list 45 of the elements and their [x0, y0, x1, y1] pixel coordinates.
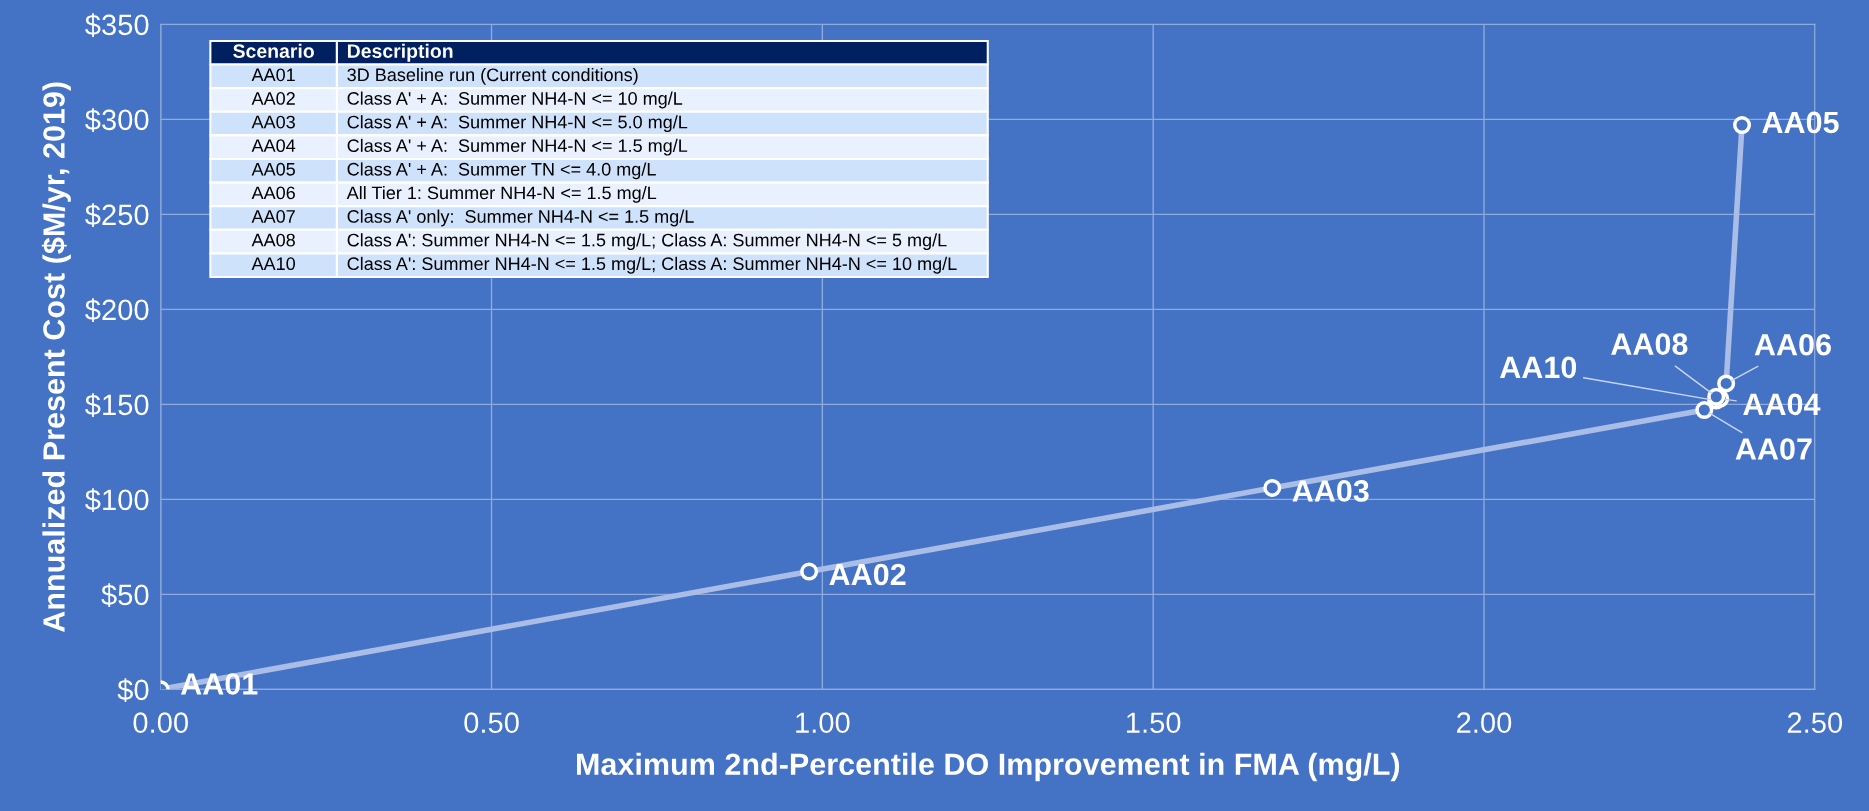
- annotation: Class A': Summer NH4-N <= 1.5 mg/L; Class A: Summer NH4-N <= 10 mg/L: [347, 256, 957, 274]
- x-axis-title: Maximum 2nd-Percentile DO Improvement in FMA (mg/L): [577, 752, 1400, 782]
- annotation: AA10: [1499, 356, 1577, 379]
- annotation: AA08: [251, 233, 295, 247]
- y-tick-label: $350: [85, 13, 149, 37]
- annotation: AA02: [251, 92, 295, 105]
- x-tick-label: 0.50: [464, 712, 519, 733]
- annotation: Description: [347, 43, 453, 62]
- annotation: Class A': Summer NH4-N <= 1.5 mg/L; Class A: Summer NH4-N <= 5 mg/L: [347, 233, 947, 251]
- annotation: AA03: [1292, 480, 1369, 502]
- annotation: All Tier 1: Summer NH4-N <= 1.5 mg/L: [346, 185, 657, 203]
- annotation: Class A' + A: Summer TN <= 4.0 mg/L: [347, 162, 656, 180]
- annotation: Class A' + A: Summer NH4-N <= 1.5 mg/L: [347, 138, 688, 156]
- annotation: AA06: [251, 186, 295, 200]
- x-tick-label: 2.50: [1787, 712, 1843, 733]
- annotation: AA02: [829, 563, 906, 586]
- annotation: AA03: [251, 115, 295, 129]
- annotation: AA07: [1735, 438, 1812, 460]
- y-tick-label: $50: [101, 583, 149, 607]
- annotation: AA01: [251, 68, 295, 82]
- annotation: AA04: [251, 139, 296, 153]
- y-tick-label: $150: [85, 393, 149, 417]
- y-axis-title: Annualized Present Cost ($M/yr, 2019): [41, 82, 71, 632]
- annotation: AA07: [251, 210, 295, 223]
- annotation: 3D Baseline run (Current conditions): [347, 67, 638, 85]
- annotation: Scenario: [233, 43, 314, 58]
- y-tick-label: $200: [85, 298, 149, 322]
- annotation: AA05: [1762, 111, 1839, 134]
- y-tick-label: $100: [85, 488, 149, 512]
- y-tick-label: $0: [117, 678, 149, 702]
- annotation: AA06: [1754, 333, 1831, 356]
- annotation: Class A' + A: Summer NH4-N <= 10 mg/L: [347, 91, 683, 109]
- y-tick-label: $300: [85, 108, 149, 132]
- annotation: AA08: [1611, 333, 1688, 355]
- x-tick-label: 1.00: [796, 712, 850, 733]
- x-tick-label: 1.50: [1127, 712, 1181, 733]
- annotation: AA10: [251, 257, 296, 271]
- x-tick-label: 0.00: [133, 712, 188, 733]
- x-tick-label: 2.00: [1457, 712, 1512, 733]
- annotation: Class A' only: Summer NH4-N <= 1.5 mg/L: [347, 209, 694, 227]
- annotation: AA01: [180, 673, 258, 695]
- annotation: AA04: [1743, 393, 1821, 416]
- annotation: Class A' + A: Summer NH4-N <= 5.0 mg/L: [347, 115, 688, 132]
- y-tick-label: $250: [85, 203, 149, 227]
- annotation: AA05: [251, 162, 295, 176]
